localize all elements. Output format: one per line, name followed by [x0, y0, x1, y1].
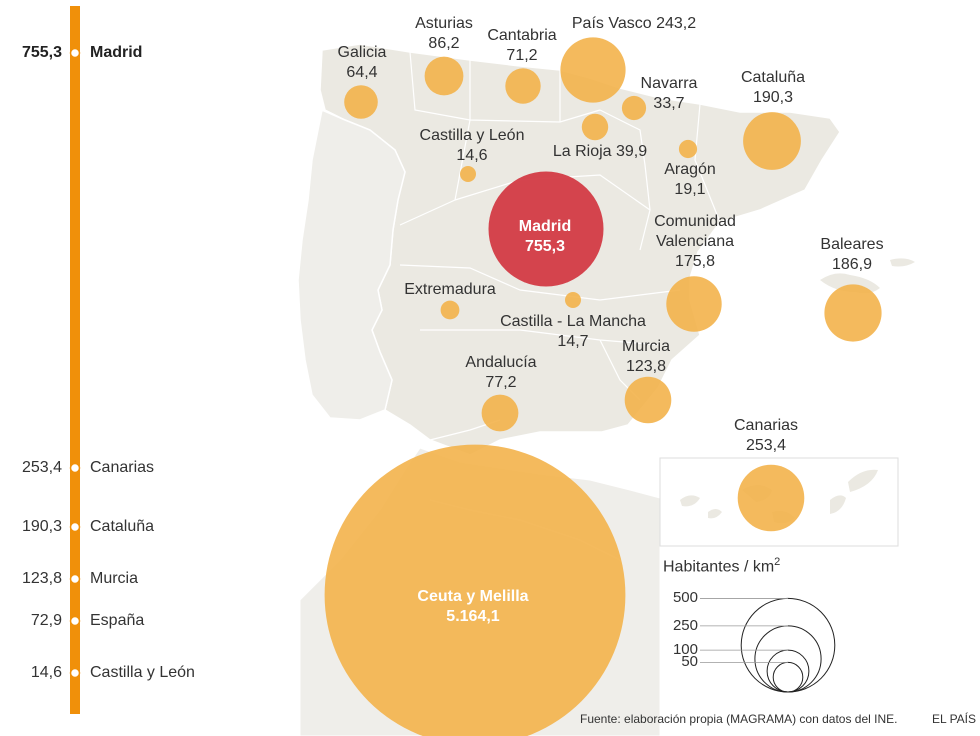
bubble-comunidad [666, 276, 722, 332]
canarias-island [830, 495, 846, 514]
label-extremadura: Extremadura [404, 281, 496, 298]
bubble-ceuta-y-melilla [324, 444, 626, 736]
label-cantabria: Cantabria 71,2 [487, 27, 557, 64]
axis-tick-marker [69, 573, 81, 585]
axis-value: 755,3 [21, 44, 62, 61]
axis-region-name: Madrid [90, 44, 143, 61]
canarias-island [680, 495, 700, 507]
baleares-land [820, 258, 915, 294]
bubble-galicia [344, 85, 378, 119]
bubble-murcia [624, 376, 672, 424]
axis-region-name: Canarias [90, 459, 155, 476]
bubble-canarias [737, 464, 805, 532]
axis-tick-marker [69, 47, 81, 59]
label-baleares: Baleares 186,9 [820, 236, 884, 273]
bubble-asturias [424, 56, 464, 96]
canarias-island [708, 509, 722, 519]
bubbles-layer [324, 37, 882, 736]
bubble-castilla-la-mancha [565, 292, 581, 308]
axis-value: 123,8 [21, 570, 62, 587]
axis-region-name: España [90, 612, 145, 629]
legend-value-label: 50 [681, 653, 698, 671]
axis-value: 14,6 [30, 664, 62, 681]
legend-value-label: 100 [672, 641, 698, 659]
label-aragon: Aragón 19,1 [664, 161, 716, 198]
label-asturias: Asturias 86,2 [415, 15, 473, 52]
label-madrid: Madrid 755,3 [518, 218, 572, 255]
brand-credit: EL PAÍS [932, 712, 977, 726]
bubble-extremadura [440, 300, 460, 320]
label-valenciana: Comunidad Valenciana 175,8 [654, 213, 736, 270]
axis-region-name: Castilla y León [90, 664, 195, 681]
axis-tick-marker [69, 521, 81, 533]
axis-tick-marker [69, 615, 81, 627]
axis-value: 72,9 [30, 612, 62, 629]
legend-title: Habitantes / km2 [663, 556, 780, 576]
legend-circle [766, 649, 810, 693]
label-galicia: Galicia 64,4 [337, 44, 387, 81]
legend-value-label: 250 [672, 616, 698, 634]
source-note: Fuente: elaboración propia (MAGRAMA) con… [580, 712, 898, 726]
bubble-cantabria [505, 68, 541, 104]
bubble-aragón [678, 139, 698, 159]
label-ceuta-melilla: Ceuta y Melilla 5.164,1 [417, 588, 529, 625]
label-andalucia: Andalucía 77,2 [465, 354, 537, 391]
canarias-island [848, 469, 878, 492]
size-legend [700, 597, 836, 693]
axis-tick-marker [69, 667, 81, 679]
density-scale-axis [69, 6, 81, 714]
label-la-rioja: La Rioja 39,9 [552, 143, 648, 160]
legend-circle [772, 661, 804, 693]
legend-title-text: Habitantes / km [663, 558, 775, 576]
axis-region-name: Cataluña [90, 518, 155, 535]
legend-circle [740, 597, 836, 693]
axis-value: 190,3 [21, 518, 62, 535]
label-castilla-la-mancha: Castilla - La Mancha 14,7 [500, 313, 646, 350]
bubble-madrid [488, 171, 604, 287]
bubble-andalucía [481, 394, 519, 432]
label-pais-vasco: País Vasco 243,2 [571, 15, 697, 32]
label-navarra: Navarra 33,7 [640, 75, 698, 112]
bubble-país-vasco-243-2 [560, 37, 626, 103]
bubble-navarra [621, 95, 647, 121]
bubble-baleares [824, 284, 882, 342]
bubble-castilla-y-león [460, 166, 476, 182]
axis-value: 253,4 [21, 459, 62, 476]
bubble-cataluña [743, 112, 801, 170]
legend-circle [754, 625, 822, 693]
axis-region-name: Murcia [90, 570, 139, 587]
legend-value-label: 500 [672, 589, 698, 607]
legend-title-sup: 2 [774, 556, 781, 568]
portugal-land [297, 108, 406, 421]
label-castilla-y-leon: Castilla y León 14,6 [419, 127, 525, 164]
label-cataluna: Cataluña 190,3 [740, 69, 806, 106]
scale-axis-bar [70, 6, 80, 714]
bubble-la-rioja-39-9 [581, 113, 609, 141]
axis-tick-marker [69, 462, 81, 474]
label-canarias: Canarias 253,4 [733, 417, 799, 454]
label-murcia: Murcia 123,8 [621, 338, 670, 375]
